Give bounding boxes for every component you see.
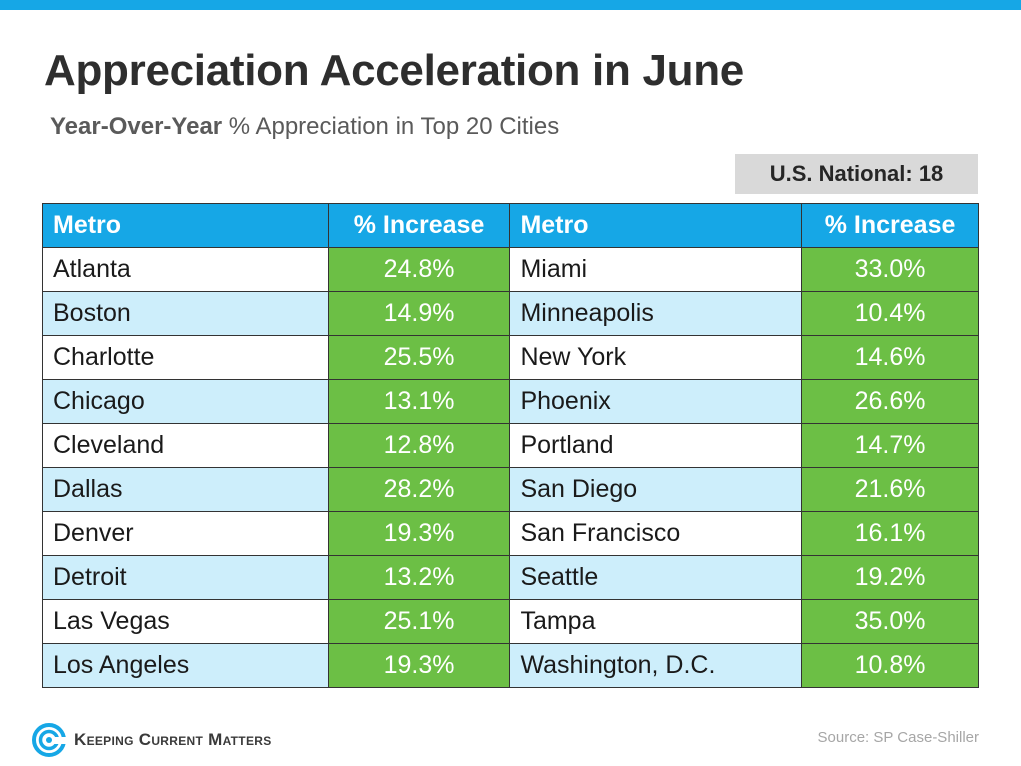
table-row: Denver 19.3% San Francisco 16.1% (42, 511, 979, 556)
metro-cell: Tampa (509, 599, 803, 644)
metro-cell: Minneapolis (509, 291, 803, 336)
metro-cell: Los Angeles (42, 643, 329, 688)
metro-cell: Atlanta (42, 247, 329, 292)
kcm-logo: Keeping Current Matters (32, 723, 272, 757)
metro-cell: Chicago (42, 379, 329, 424)
increase-cell: 14.6% (801, 335, 979, 380)
increase-cell: 19.2% (801, 555, 979, 600)
increase-cell: 13.1% (327, 379, 511, 424)
subtitle-rest: % Appreciation in Top 20 Cities (222, 113, 560, 140)
national-badge: U.S. National: 18 (735, 154, 978, 194)
increase-cell: 33.0% (801, 247, 979, 292)
table-row: Detroit 13.2% Seattle 19.2% (42, 555, 979, 600)
increase-cell: 26.6% (801, 379, 979, 424)
header-metro-left: Metro (42, 203, 329, 248)
increase-cell: 16.1% (801, 511, 979, 556)
table-row: Atlanta 24.8% Miami 33.0% (42, 247, 979, 292)
increase-cell: 21.6% (801, 467, 979, 512)
page-title: Appreciation Acceleration in June (44, 46, 744, 95)
subtitle-bold: Year-Over-Year (50, 113, 223, 140)
source-note: Source: SP Case-Shiller (817, 729, 979, 746)
increase-cell: 35.0% (801, 599, 979, 644)
increase-cell: 28.2% (327, 467, 511, 512)
kcm-swirl-icon (32, 723, 66, 757)
metro-cell: Detroit (42, 555, 329, 600)
metro-cell: Las Vegas (42, 599, 329, 644)
metro-cell: Boston (42, 291, 329, 336)
table-row: Cleveland 12.8% Portland 14.7% (42, 423, 979, 468)
metro-cell: Phoenix (509, 379, 803, 424)
appreciation-table: Metro % Increase Metro % Increase Atlant… (42, 203, 979, 688)
metro-cell: Seattle (509, 555, 803, 600)
metro-cell: San Diego (509, 467, 803, 512)
table-row: Los Angeles 19.3% Washington, D.C. 10.8% (42, 643, 979, 688)
increase-cell: 25.1% (327, 599, 511, 644)
header-increase-right: % Increase (801, 203, 979, 248)
metro-cell: Cleveland (42, 423, 329, 468)
metro-cell: Miami (509, 247, 803, 292)
table-header-row: Metro % Increase Metro % Increase (42, 203, 979, 248)
table-row: Dallas 28.2% San Diego 21.6% (42, 467, 979, 512)
top-accent-bar (0, 0, 1021, 10)
metro-cell: San Francisco (509, 511, 803, 556)
logo-text: Keeping Current Matters (74, 730, 272, 749)
table-row: Boston 14.9% Minneapolis 10.4% (42, 291, 979, 336)
increase-cell: 12.8% (327, 423, 511, 468)
table-row: Chicago 13.1% Phoenix 26.6% (42, 379, 979, 424)
increase-cell: 24.8% (327, 247, 511, 292)
increase-cell: 10.8% (801, 643, 979, 688)
metro-cell: New York (509, 335, 803, 380)
increase-cell: 13.2% (327, 555, 511, 600)
subtitle: Year-Over-Year % Appreciation in Top 20 … (50, 113, 559, 141)
table-row: Las Vegas 25.1% Tampa 35.0% (42, 599, 979, 644)
increase-cell: 14.9% (327, 291, 511, 336)
increase-cell: 25.5% (327, 335, 511, 380)
metro-cell: Charlotte (42, 335, 329, 380)
metro-cell: Dallas (42, 467, 329, 512)
increase-cell: 19.3% (327, 643, 511, 688)
metro-cell: Denver (42, 511, 329, 556)
increase-cell: 14.7% (801, 423, 979, 468)
header-metro-right: Metro (509, 203, 803, 248)
increase-cell: 10.4% (801, 291, 979, 336)
table-row: Charlotte 25.5% New York 14.6% (42, 335, 979, 380)
header-increase-left: % Increase (327, 203, 511, 248)
metro-cell: Washington, D.C. (509, 643, 803, 688)
increase-cell: 19.3% (327, 511, 511, 556)
metro-cell: Portland (509, 423, 803, 468)
